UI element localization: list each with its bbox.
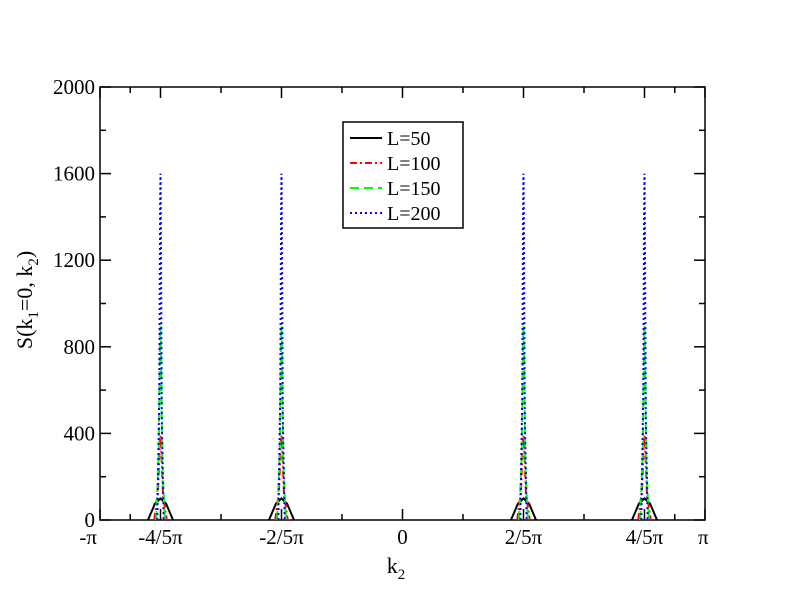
series-l200-peak-3: [519, 173, 528, 521]
series-layer: [147, 173, 658, 521]
series-l100-peak-3: [516, 435, 531, 521]
series-l50-peak-1: [147, 496, 174, 521]
x-axis-label-sub: 2: [398, 567, 406, 583]
ticks-layer: 0 400 800 1200 1600 2000 -π -4/5π -2/5π 0 2/5π 4/5π…: [53, 75, 709, 549]
legend-label-l50: L=50: [387, 128, 431, 150]
series-l200-peak-2: [277, 173, 286, 521]
series-l50-peak-3: [510, 496, 537, 521]
y-tick-label: 1600: [53, 162, 95, 186]
legend-label-l150: L=150: [387, 178, 441, 200]
y-axis-label: S(k1=0, k2): [12, 251, 42, 349]
x-axis-label-base: k: [387, 553, 398, 578]
legend: L=50 L=100 L=150 L=200: [342, 121, 464, 229]
x-tick-label: 2/5π: [505, 525, 543, 549]
y-tick-label: 400: [64, 421, 96, 445]
x-tick-label: 4/5π: [626, 525, 664, 549]
legend-box: [342, 121, 464, 229]
y-tick-label: 1200: [53, 248, 95, 272]
series-l50-peak-2: [268, 496, 295, 521]
series-l100-peak-2: [274, 435, 289, 521]
x-tick-label: π: [698, 525, 709, 549]
x-tick-label: -4/5π: [138, 525, 183, 549]
series-l200-peak-4: [640, 173, 649, 521]
y-axis-label-post: ): [12, 251, 37, 258]
y-axis-label-pre: S(k: [12, 319, 37, 350]
x-axis-label: k2: [387, 553, 406, 583]
series-l100-peak-4: [637, 435, 652, 521]
series-l200-peak-1: [156, 173, 165, 521]
x-tick-label: -2/5π: [259, 525, 304, 549]
legend-label-l100: L=100: [387, 153, 441, 175]
y-tick-label: 0: [85, 508, 96, 532]
y-tick-label: 800: [64, 335, 96, 359]
x-tick-label: -π: [79, 525, 97, 549]
y-axis-label-mid: =0, k: [12, 266, 37, 311]
y-tick-label: 2000: [53, 75, 95, 99]
series-l100-peak-1: [153, 435, 168, 521]
legend-label-l200: L=200: [387, 203, 441, 225]
y-axis-label-sub2: 2: [26, 258, 42, 266]
y-axis-label-sub1: 1: [26, 311, 42, 319]
series-l50-peak-4: [631, 496, 658, 521]
x-tick-label: 0: [397, 525, 408, 549]
